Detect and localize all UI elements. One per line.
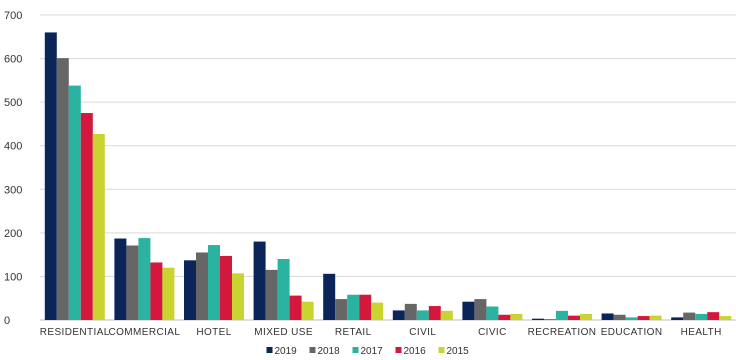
x-tick-label: RECREATION <box>528 327 597 338</box>
bar-2016-civil <box>428 306 441 320</box>
bar-2017-health <box>695 313 708 320</box>
bar-2019-health <box>671 317 684 320</box>
x-tick-label: CIVIL <box>409 327 436 338</box>
bar-2016-mixed-use <box>289 295 302 320</box>
bars <box>44 32 732 321</box>
bar-2016-hotel <box>220 255 232 320</box>
legend-label: 2015 <box>447 346 470 357</box>
bar-2015-residential <box>92 133 105 320</box>
y-tick-label: 100 <box>4 271 22 283</box>
y-axis-ticks: 0 100 200 300 400 500 600 700 <box>4 10 22 327</box>
bar-2018-civic <box>474 299 487 320</box>
y-tick-label: 300 <box>4 184 22 196</box>
bar-2018-education <box>613 314 626 320</box>
bar-2019-civic <box>462 301 475 320</box>
bar-2017-civic <box>486 306 499 320</box>
bar-2019-hotel <box>184 260 196 320</box>
bar-2015-hotel <box>232 273 244 320</box>
bar-2016-commercial <box>150 262 163 320</box>
bar-2019-mixed-use <box>253 241 266 320</box>
bar-2018-civil <box>404 303 417 320</box>
bar-2015-health <box>719 316 732 320</box>
bar-2019-commercial <box>114 238 127 320</box>
x-tick-label: RETAIL <box>335 327 372 338</box>
bar-2018-retail <box>335 299 348 320</box>
bar-2015-education <box>649 315 662 320</box>
legend-swatch <box>395 347 402 353</box>
bar-2017-residential <box>68 85 81 320</box>
bar-2017-recreation <box>556 310 568 320</box>
bar-2017-hotel <box>208 245 220 320</box>
bar-2015-civic <box>510 313 523 320</box>
bar-2019-residential <box>44 32 57 321</box>
bar-2015-commercial <box>162 267 175 320</box>
bar-2016-health <box>707 312 720 320</box>
bar-2016-retail <box>359 294 372 320</box>
legend-swatch <box>309 347 316 353</box>
legend-swatch <box>266 347 273 353</box>
bar-2017-retail <box>347 294 360 320</box>
bar-2016-residential <box>80 113 93 321</box>
x-tick-label: HOTEL <box>196 327 231 338</box>
legend-label: 2018 <box>318 346 341 357</box>
x-tick-label: EDUCATION <box>601 327 663 338</box>
legend-swatch <box>352 347 359 353</box>
bar-2019-civil <box>392 310 405 320</box>
bar-2019-retail <box>323 273 336 320</box>
bar-2016-civic <box>498 314 511 320</box>
bar-2019-recreation <box>532 318 544 320</box>
bar-2017-education <box>625 317 638 320</box>
legend-label: 2016 <box>404 346 427 357</box>
x-tick-label: COMMERCIAL <box>109 327 181 338</box>
y-tick-label: 600 <box>4 54 22 66</box>
x-tick-label: RESIDENTIAL <box>40 327 110 338</box>
y-tick-label: 700 <box>4 10 22 22</box>
x-tick-label: MIXED USE <box>254 327 313 338</box>
bar-2017-commercial <box>138 238 151 320</box>
bar-2018-hotel <box>196 252 208 320</box>
bar-2018-mixed-use <box>265 269 278 320</box>
bar-2016-education <box>637 316 650 320</box>
y-tick-label: 0 <box>4 315 10 327</box>
bar-2017-civil <box>416 310 429 320</box>
bar-2015-recreation <box>580 313 592 320</box>
legend-swatch <box>438 347 445 353</box>
bar-2017-mixed-use <box>277 259 290 320</box>
y-tick-label: 500 <box>4 97 22 109</box>
legend: 2019 2018 2017 2016 2015 <box>266 346 470 357</box>
bar-2019-education <box>601 313 614 320</box>
bar-2015-mixed-use <box>301 301 314 320</box>
bar-2018-residential <box>56 58 69 321</box>
x-tick-label: HEALTH <box>681 327 722 338</box>
legend-label: 2019 <box>275 346 298 357</box>
bar-2015-civil <box>440 310 453 320</box>
bar-2018-recreation <box>544 319 556 320</box>
legend-label: 2017 <box>361 346 384 357</box>
y-tick-label: 200 <box>4 228 22 240</box>
bar-2016-recreation <box>568 315 580 320</box>
bar-2015-retail <box>371 302 384 320</box>
x-tick-label: CIVIC <box>478 327 507 338</box>
y-tick-label: 400 <box>4 141 22 153</box>
bar-2018-commercial <box>126 245 139 320</box>
bar-2018-health <box>683 312 696 320</box>
